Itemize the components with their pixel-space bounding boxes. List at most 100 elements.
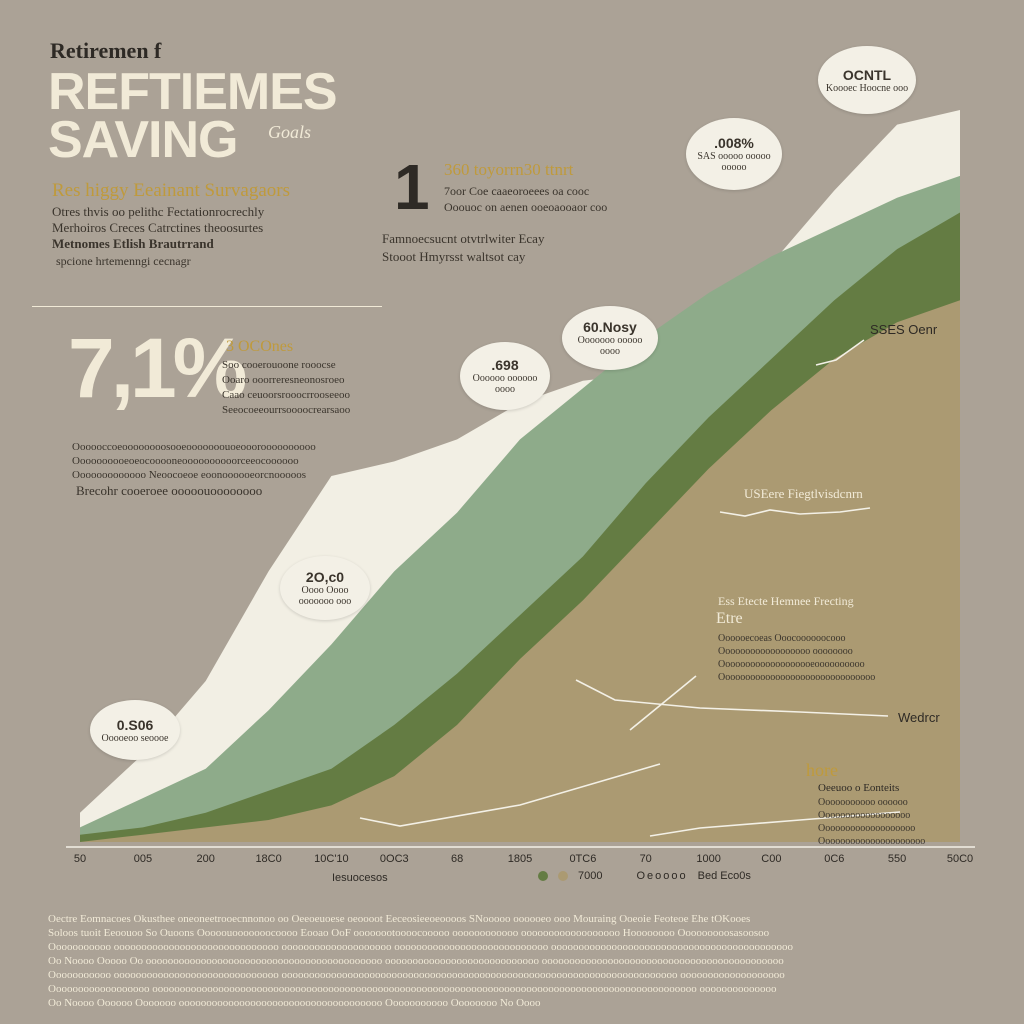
footer-line: Oo Noooo Ooooo Oo oooooooooooooooooooooo…	[48, 955, 784, 967]
value-bubble: 0.S06 Ooooeoo seoooe	[90, 700, 180, 760]
bubble-value: .698	[491, 357, 519, 373]
leader-line	[359, 763, 661, 827]
x-tick-label: 70	[640, 853, 652, 865]
footer-text: Oectre Eomnacoes Okusthee oneoneetrooecn…	[48, 912, 978, 1010]
description-line: Metnomes Etlish Brautrrand	[52, 236, 214, 251]
bubble-value: 60.Nosy	[583, 319, 637, 335]
callout-headline: 360 toyorrn30 ttnrt	[444, 160, 574, 179]
title-overline: Retiremen f	[50, 38, 162, 63]
value-bubble: 60.Nosy Ooooooo ooooo oooo	[562, 306, 658, 370]
stat-line: Soo cooerouoone rooocse	[222, 359, 336, 371]
annotation-label: SSES Oenr	[870, 322, 938, 337]
annotation-small-text: Ooooooooooo oooooo Oooooooooooooooooo Oo…	[818, 796, 958, 848]
annotation-line: Ooooooooooooooooooo	[818, 823, 916, 834]
annotation-small-title: Oeeuoo o Eonteits	[818, 782, 900, 794]
subtitle: Res higgy Eeainant Survagaors	[52, 180, 290, 201]
callout-line: 7oor Coe caaeoroeees oa cooc	[444, 184, 590, 198]
footer-line: Oo Noooo Oooooo Ooooooo oooooooooooooooo…	[48, 997, 541, 1009]
x-tick-label: 1805	[508, 853, 532, 865]
description-footer: spcione hrtemenngi cecnagr	[56, 254, 191, 268]
paragraph-footer: Brecohr cooeroee ooooouoooooooo	[76, 483, 263, 498]
annotation-line: Oooooooooooooooooo	[818, 810, 911, 821]
x-tick-label: 1000	[696, 853, 720, 865]
leader-line	[815, 339, 865, 366]
callout-line: Ooouoc on aenen ooeoaooaor coo	[444, 200, 608, 214]
legend-left-label: Iesuocesos	[332, 872, 388, 884]
chart-layers	[80, 110, 960, 842]
paragraph-line: Oooooooooeoeocooooneoooooooooorceeocoooo…	[72, 455, 299, 467]
bubble-caption: Koooec Hoocne ooo	[825, 82, 909, 94]
leader-line	[575, 679, 889, 717]
annotation-line: Ooooooooooooooooooooooooooooooo	[718, 672, 876, 683]
bubble-value: 2O,c0	[305, 569, 345, 585]
stat-value: 7,1%	[68, 321, 247, 415]
paragraph-line: Ooooooooooooo Neoocoeoe eoonoooooeorcnoo…	[72, 469, 307, 481]
x-tick-label: 0OC3	[380, 853, 409, 865]
stat-heading: 3 OCOnes	[226, 338, 294, 355]
footer-line: Ooooooooooo oooooooooooooooooooooooooooo…	[48, 941, 793, 953]
chart-axis: 50 005 200 18C0 10C'10 0OC3 68 1805 0TC6 70 1000 C0…	[66, 846, 975, 865]
value-bubble: .698 Oooooo oooooo oooo	[460, 342, 550, 410]
description-line: Merhoiros Creces Catrctines theoosurtes	[52, 220, 264, 235]
legend-item: Bed Eco0s	[697, 870, 751, 882]
annotation-box-text: Oooooecoeas Ooocoooooocooo Ooooooooooooo…	[718, 632, 948, 684]
x-tick-label: 005	[134, 853, 152, 865]
value-bubble: OCNTL Koooec Hoocne ooo	[818, 46, 916, 114]
header-divider	[32, 306, 382, 307]
x-tick-label: 50	[74, 853, 86, 865]
x-tick-label: 10C'10	[314, 853, 349, 865]
paragraph-line: Oooooccoeoooooooosooeooooooouoeooorooooo…	[72, 441, 316, 453]
x-tick-label: 18C0	[255, 853, 281, 865]
body-paragraph: Oooooccoeoooooooosooeooooooouoeooorooooo…	[72, 440, 372, 482]
series-area-3	[80, 300, 960, 842]
bubble-value: .008%	[714, 135, 754, 151]
bubble-value: 0.S06	[116, 716, 154, 733]
bubble-caption: Ooooeoo seoooe	[101, 732, 169, 744]
description-line: Otres thvis oo pelithc Fectationrocrechl…	[52, 204, 265, 219]
leader-line	[629, 675, 697, 731]
annotation-small-tag: hore	[806, 760, 838, 780]
legend-swatch-green	[538, 871, 548, 881]
annotation-line: Ooooooooooooooooooeoooooooooo	[718, 659, 865, 670]
page-title-line1: REFTIEMES	[48, 63, 338, 121]
footer-line: Oooooooooooooooooo ooooooooooooooooooooo…	[48, 983, 777, 995]
callout-footer: Famnoecsucnt otvtrlwiter Ecay	[382, 231, 545, 246]
legend: 7000 Oeoooo Bed Eco0s	[538, 870, 751, 882]
bubble-value: OCNTL	[842, 66, 892, 83]
callout-number: 1	[394, 151, 430, 223]
legend-swatch-olive	[558, 871, 568, 881]
x-tick-label: 68	[451, 853, 463, 865]
chart-leaders	[359, 339, 901, 837]
leader-line	[719, 507, 871, 517]
description: Otres thvis oo pelithc Fectationrocrechl…	[52, 204, 352, 252]
annotation-box-title: Ess Etecte Hemnee Frecting	[718, 594, 854, 608]
footer-line: Soloos tuoit Eeoouoo So Ouoons Ooooouooo…	[48, 927, 770, 939]
x-tick-label: 50C0	[947, 853, 973, 865]
annotation-line: Oooooecoeas Ooocoooooocooo	[718, 633, 846, 644]
x-tick-label: C00	[761, 853, 781, 865]
x-tick-label: 0TC6	[569, 853, 596, 865]
page-title-line2: SAVING	[48, 111, 239, 169]
stat-details: Soo cooerouoone rooocse Ooaro ooorreresn…	[222, 358, 382, 418]
annotation-line: Ooooooooooo oooooo	[818, 797, 908, 808]
stat-line: Seeocoeeourrsoooocrearsaoo	[222, 404, 351, 416]
footer-line: Ooooooooooo oooooooooooooooooooooooooooo…	[48, 969, 785, 981]
stat-line: Ooaro ooorreresneonosroeo	[222, 374, 345, 386]
page-title-tag: Goals	[268, 122, 312, 142]
bubble-caption: Ooooooo ooooo oooo	[577, 335, 643, 357]
footer-line: Oectre Eomnacoes Okusthee oneoneetrooecn…	[48, 913, 751, 925]
bubble-caption: SAS ooooo ooooo ooooo	[697, 151, 771, 173]
callout-footer: Stooot Hmyrsst waltsot cay	[382, 249, 526, 264]
annotation-label: USEere Fiegtlvisdcnrn	[744, 486, 863, 501]
x-tick-label: 0C6	[824, 853, 844, 865]
legend-item: 7000	[578, 870, 603, 882]
annotation-line: Ooooooooooooooooooooo	[818, 836, 926, 847]
annotation-line: Oooooooooooooooooo oooooooo	[718, 646, 853, 657]
annotation-box-tag: Etre	[716, 610, 743, 627]
x-tick-label: 550	[888, 853, 906, 865]
legend-item: Oeoooo	[636, 870, 688, 882]
bubble-caption: Oooooo oooooo oooo	[472, 373, 538, 395]
stat-line: Caao ceuoorsrooocrrooseeoo	[222, 389, 350, 401]
